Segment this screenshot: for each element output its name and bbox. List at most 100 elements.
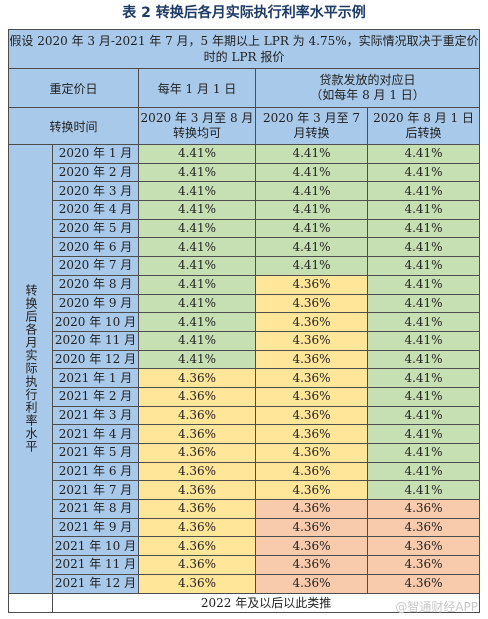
rate-cell: 4.41% — [138, 181, 256, 202]
rate-cell: 4.41% — [366, 312, 481, 332]
month-cell: 2021 年 5 月 — [52, 443, 139, 463]
rate-cell: 4.36% — [255, 555, 368, 575]
month-cell: 2020 年 3 月 — [52, 181, 139, 202]
rate-cell: 4.41% — [366, 144, 481, 164]
footer-blank-cell — [8, 592, 53, 613]
table-row: 2021 年 12 月 4.36% 4.36% 4.36% — [9, 573, 481, 594]
table-row: 2020 年 3 月 4.41% 4.41% 4.41% — [9, 181, 481, 202]
loan-day-label: 贷款发放的对应日 — [319, 73, 416, 87]
rate-table: 假设 2020 年 3 月-2021 年 7 月，5 年期以上 LPR 为 4.… — [7, 29, 481, 613]
rate-cell: 4.41% — [138, 330, 256, 351]
rate-cell: 4.41% — [366, 443, 481, 463]
rate-cell: 4.41% — [138, 162, 256, 183]
rate-cell: 4.41% — [366, 480, 481, 501]
month-cell: 2020 年 7 月 — [52, 256, 139, 276]
month-cell: 2020 年 8 月 — [52, 274, 139, 295]
jan1-header: 每年 1 月 1 日 — [138, 68, 256, 108]
rate-cell: 4.36% — [138, 536, 256, 557]
rate-cell: 4.36% — [138, 424, 256, 444]
rate-cell: 4.36% — [255, 312, 368, 332]
rate-cell: 4.36% — [138, 517, 256, 538]
month-cell: 2020 年 5 月 — [52, 218, 139, 239]
col1-header: 2020 年 3 月至 8 月转换均可 — [138, 107, 256, 145]
table-row: 2020 年 11 月 4.41% 4.36% 4.41% — [9, 330, 481, 351]
table-row: 2021 年 7 月 4.36% 4.36% 4.41% — [9, 480, 481, 501]
month-cell: 2021 年 3 月 — [52, 405, 139, 426]
rate-cell: 4.36% — [255, 386, 368, 407]
rate-cell: 4.36% — [255, 536, 368, 557]
table-row: 2020 年 7 月 4.41% 4.41% 4.41% — [9, 256, 481, 276]
table-row: 2020 年 5 月 4.41% 4.41% 4.41% — [9, 218, 481, 239]
rate-cell: 4.36% — [255, 368, 368, 388]
month-cell: 2021 年 4 月 — [52, 424, 139, 444]
col3-header: 2020 年 8 月 1 日后转换 — [366, 107, 481, 145]
rate-cell: 4.36% — [255, 293, 368, 314]
table-title: 表 2 转换后各月实际执行利率水平示例 — [122, 5, 366, 21]
month-cell: 2020 年 1 月 — [52, 144, 139, 164]
rate-cell: 4.36% — [138, 573, 256, 594]
rate-cell: 4.36% — [138, 461, 256, 482]
table-row: 2021 年 11 月 4.36% 4.36% 4.36% — [9, 555, 481, 575]
rate-cell: 4.36% — [255, 480, 368, 501]
table-row: 转换后各月实际执行利率水平 2020 年 1 月 4.41% 4.41% 4.41% — [8, 144, 481, 594]
rate-cell: 4.41% — [366, 237, 481, 258]
rate-cell: 4.36% — [255, 499, 368, 519]
month-cell: 2020 年 10 月 — [52, 312, 139, 332]
table-row: 2020 年 4 月 4.41% 4.41% 4.41% — [9, 200, 481, 220]
rate-cell: 4.41% — [366, 368, 481, 388]
rate-cell: 4.41% — [138, 293, 256, 314]
loan-day-sublabel: （如每年 8 月 1 日） — [310, 88, 425, 102]
rate-cell: 4.36% — [255, 405, 368, 426]
table-row: 2021 年 2 月 4.36% 4.36% 4.41% — [9, 386, 481, 407]
month-cell: 2021 年 9 月 — [52, 517, 139, 538]
assumption-note: 假设 2020 年 3 月-2021 年 7 月，5 年期以上 LPR 为 4.… — [7, 29, 481, 69]
rate-cell: 4.36% — [138, 368, 256, 388]
rate-cell: 4.41% — [138, 218, 256, 239]
rate-cell: 4.41% — [255, 218, 368, 239]
table-row: 2021 年 1 月 4.36% 4.36% 4.41% — [9, 368, 481, 388]
rate-cell: 4.41% — [138, 237, 256, 258]
rate-cell: 4.36% — [366, 536, 481, 557]
rate-cell: 4.41% — [366, 330, 481, 351]
rate-cell: 4.36% — [138, 386, 256, 407]
rate-cell: 4.41% — [366, 293, 481, 314]
rate-cell: 4.41% — [366, 424, 481, 444]
month-cell: 2021 年 7 月 — [52, 480, 139, 501]
rate-cell: 4.36% — [138, 405, 256, 426]
loan-day-header: 贷款发放的对应日 （如每年 8 月 1 日） — [254, 68, 481, 108]
table-row: 2021 年 8 月 4.36% 4.36% 4.36% — [9, 499, 481, 519]
month-cell: 2021 年 2 月 — [52, 386, 139, 407]
rate-cell: 4.41% — [138, 256, 256, 276]
rate-cell: 4.41% — [255, 162, 368, 183]
table-row: 2021 年 5 月 4.36% 4.36% 4.41% — [9, 443, 481, 463]
table-row: 2020 年 12 月 4.41% 4.36% 4.41% — [9, 349, 481, 370]
rate-cell: 4.36% — [255, 517, 368, 538]
col2-header: 2020 年 3 月至 7 月转换 — [255, 107, 368, 145]
table-row: 2021 年 10 月 4.36% 4.36% 4.36% — [9, 536, 481, 557]
month-cell: 2021 年 11 月 — [52, 555, 139, 575]
month-cell: 2020 年 12 月 — [52, 349, 139, 370]
rate-cell: 4.41% — [255, 200, 368, 220]
conversion-time-header: 转换时间 — [8, 107, 139, 145]
rate-cell: 4.41% — [366, 461, 481, 482]
month-cell: 2020 年 2 月 — [52, 162, 139, 183]
rate-cell: 4.36% — [366, 573, 481, 594]
rate-cell: 4.41% — [366, 349, 481, 370]
rate-cell: 4.41% — [366, 181, 481, 202]
rate-cell: 4.36% — [255, 461, 368, 482]
month-cell: 2020 年 9 月 — [52, 293, 139, 314]
side-label: 转换后各月实际执行利率水平 — [8, 144, 53, 594]
rate-cell: 4.36% — [255, 424, 368, 444]
table-row: 2020 年 8 月 4.41% 4.36% 4.41% — [9, 274, 481, 295]
reprice-day-header: 重定价日 — [8, 68, 139, 108]
rate-cell: 4.41% — [255, 237, 368, 258]
footer-note: 2022 年及以后以此类推 — [51, 592, 481, 613]
table-row: 2021 年 6 月 4.36% 4.36% 4.41% — [9, 461, 481, 482]
table-row: 2021 年 9 月 4.36% 4.36% 4.36% — [9, 517, 481, 538]
rate-cell: 4.36% — [255, 573, 368, 594]
month-cell: 2021 年 6 月 — [52, 461, 139, 482]
rate-cell: 4.41% — [366, 218, 481, 239]
watermark: @智通财经APP — [395, 600, 478, 614]
rate-cell: 4.36% — [255, 274, 368, 295]
rate-cell: 4.36% — [138, 480, 256, 501]
